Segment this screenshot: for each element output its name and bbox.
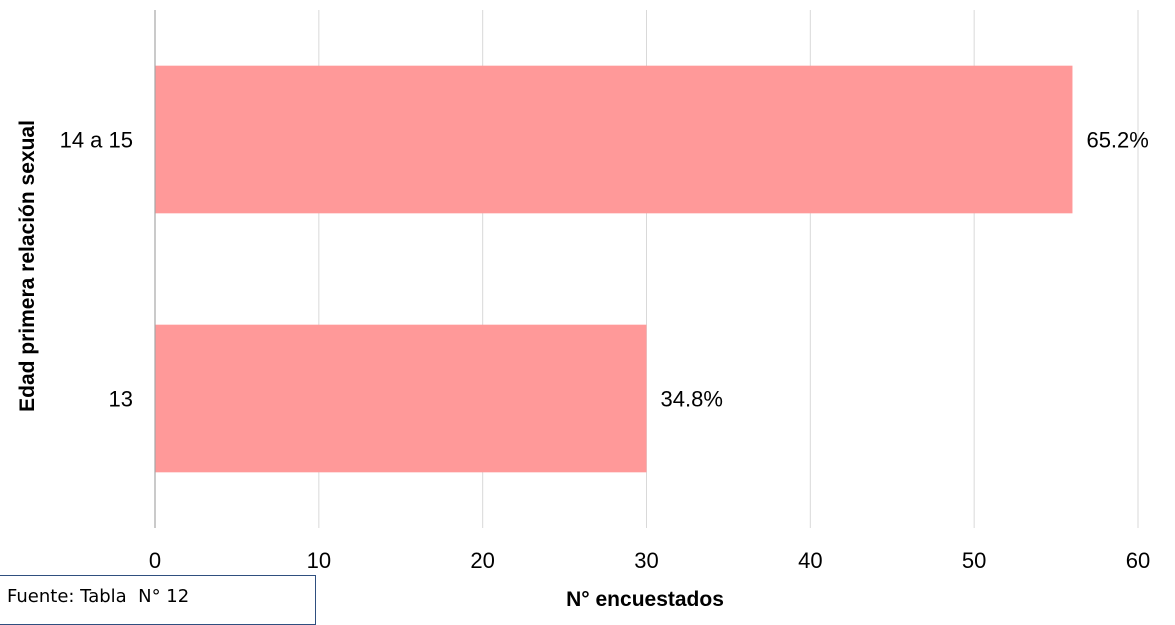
y-category-label-13: 13: [109, 387, 133, 412]
x-tick-label-40: 40: [798, 548, 822, 573]
data-label-14-a-15: 65.2%: [1086, 128, 1148, 153]
bar-14-a-15: [155, 65, 1073, 214]
data-label-13: 34.8%: [661, 387, 723, 412]
labels: 0 10 20 30 40 50 60 13 34.8% 14 a 15 65.2%: [60, 128, 1151, 574]
x-tick-label-10: 10: [307, 548, 331, 573]
source-note-box: Fuente: Tabla N° 12: [0, 575, 316, 625]
x-tick-label-20: 20: [470, 548, 494, 573]
bars: [155, 65, 1073, 473]
bar-13: [155, 324, 647, 473]
x-axis-title: N° encuestados: [566, 588, 724, 611]
y-category-label-14-a-15: 14 a 15: [60, 128, 133, 153]
source-note: Fuente: Tabla N° 12: [7, 586, 190, 607]
y-axis-title: Edad primera relación sexual: [16, 120, 39, 412]
x-tick-label-60: 60: [1126, 548, 1150, 573]
x-tick-label-30: 30: [634, 548, 658, 573]
x-tick-label-0: 0: [149, 548, 161, 573]
x-tick-label-50: 50: [962, 548, 986, 573]
